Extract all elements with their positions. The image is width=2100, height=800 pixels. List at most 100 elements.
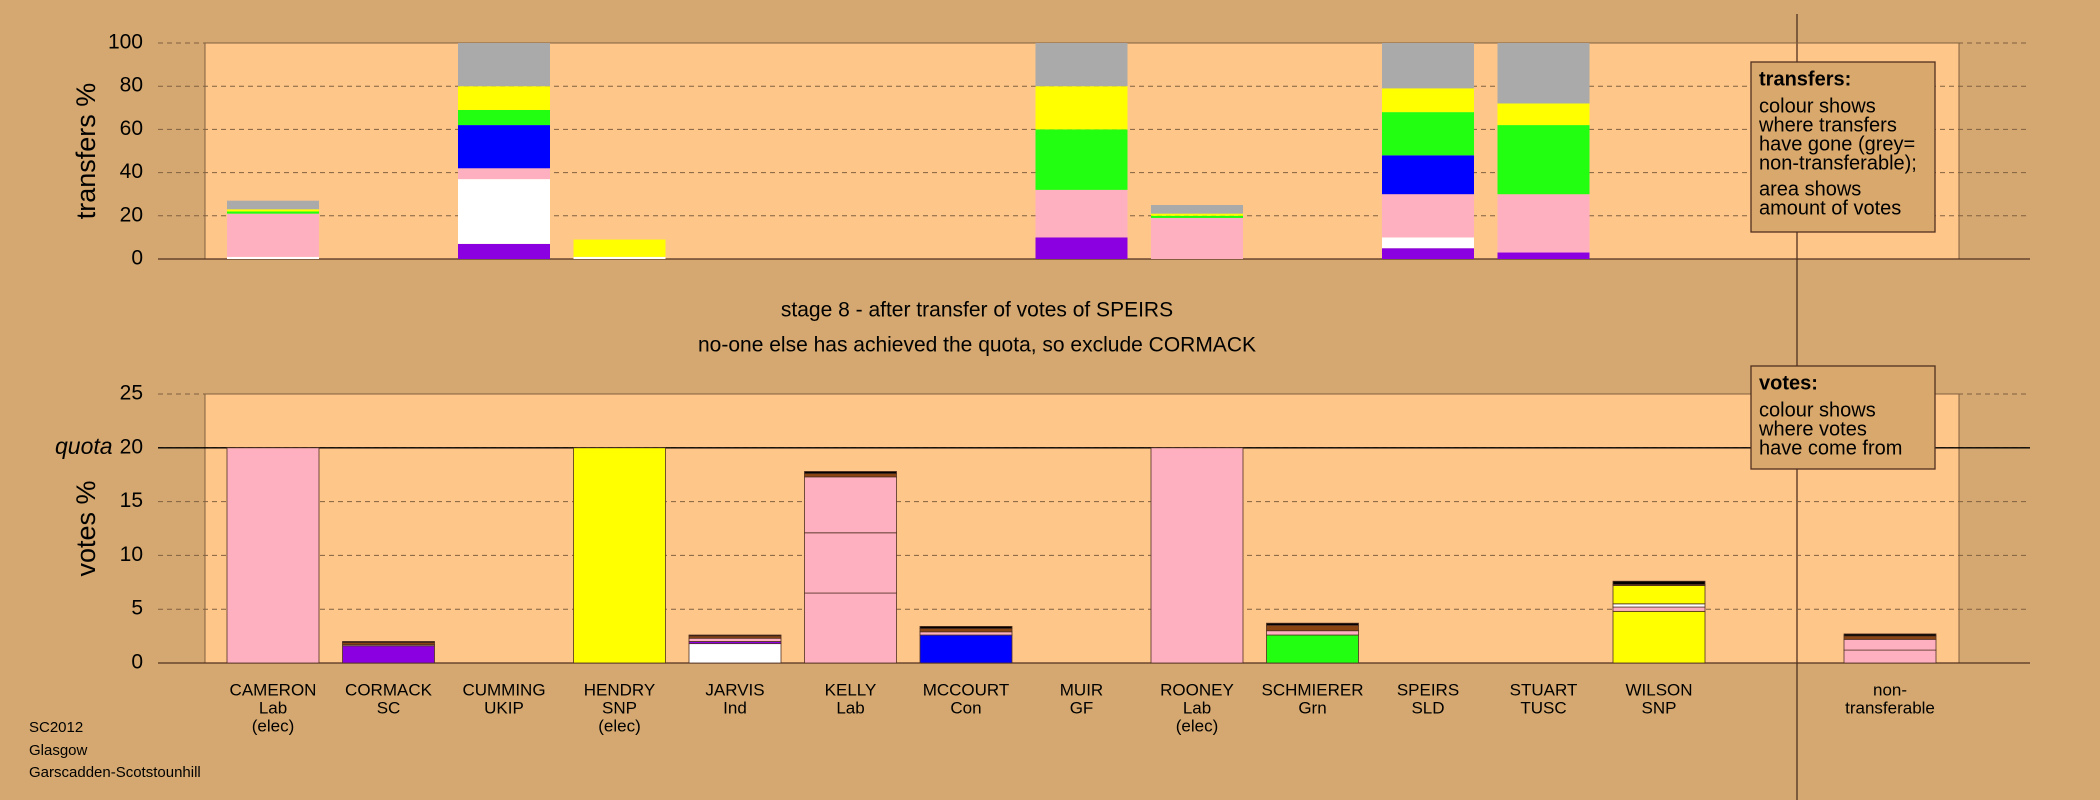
footer-text: SC2012 xyxy=(29,719,83,736)
bar-segment xyxy=(1843,635,1937,640)
bar-segment xyxy=(1035,237,1128,259)
x-tick-label: SNP xyxy=(1642,698,1677,717)
x-tick-label: STUART xyxy=(1510,680,1578,699)
x-tick-label: Grn xyxy=(1298,698,1326,717)
bar-segment xyxy=(1612,603,1706,608)
stage-text: stage 8 - after transfer of votes of SPE… xyxy=(781,299,1173,322)
bar-segment xyxy=(1150,447,1244,664)
x-tick-label: CORMACK xyxy=(345,680,433,699)
bar-segment xyxy=(804,592,897,664)
y-tick-label: 100 xyxy=(108,31,143,54)
x-tick-label: ROONEY xyxy=(1160,680,1234,699)
bar-segment xyxy=(227,209,319,212)
bar-segment xyxy=(573,447,666,664)
bar-segment xyxy=(1382,194,1474,238)
bar-segment xyxy=(458,43,550,87)
bar-segment xyxy=(688,634,782,637)
x-tick-label: CUMMING xyxy=(462,680,545,699)
legend-text: colour shows xyxy=(1759,399,1876,421)
y-tick-label: 20 xyxy=(120,203,143,226)
y-axis-label: votes % xyxy=(71,480,101,576)
bar-segment xyxy=(1266,634,1359,664)
bar-segment xyxy=(1266,622,1359,626)
bar-segment xyxy=(458,109,550,126)
x-tick-label: transferable xyxy=(1845,698,1935,717)
x-tick-label: Ind xyxy=(723,698,747,717)
bar-segment xyxy=(227,213,319,257)
bar-segment xyxy=(1151,213,1243,216)
bar-segment xyxy=(804,473,897,478)
bar-segment xyxy=(1382,155,1474,195)
x-tick-label: MUIR xyxy=(1060,680,1103,699)
x-tick-label: SC xyxy=(377,698,401,717)
x-tick-label: SPEIRS xyxy=(1397,680,1459,699)
bar-segment xyxy=(1035,43,1128,87)
x-tick-label: JARVIS xyxy=(705,680,764,699)
bar-segment xyxy=(1382,112,1474,156)
bar-segment xyxy=(458,243,550,259)
bar-segment xyxy=(1035,189,1128,238)
bar-segment xyxy=(919,634,1013,664)
bar-segment xyxy=(1843,633,1937,637)
x-tick-label: Lab xyxy=(836,698,864,717)
legend-text: where transfers xyxy=(1758,114,1897,136)
bar-segment xyxy=(458,125,550,169)
bar-segment xyxy=(1151,205,1243,214)
x-tick-label: (elec) xyxy=(598,716,641,735)
y-tick-label: 20 xyxy=(120,435,143,458)
bar-segment xyxy=(458,179,550,244)
bar-segment xyxy=(227,200,319,210)
bar-segment xyxy=(1382,43,1474,89)
x-tick-label: KELLY xyxy=(825,680,877,699)
x-tick-label: UKIP xyxy=(484,698,524,717)
legend-text: non-transferable); xyxy=(1759,152,1917,174)
bar-segment xyxy=(1266,630,1359,636)
bar-segment xyxy=(342,645,435,664)
bar-segment xyxy=(227,256,319,259)
bar-segment xyxy=(919,631,1013,636)
footer-text: Garscadden-Scotstounhill xyxy=(29,764,201,781)
bar-segment xyxy=(1612,585,1706,605)
bar-segment xyxy=(1843,649,1937,664)
bar-segment xyxy=(804,476,897,534)
legend-text: amount of votes xyxy=(1759,197,1901,219)
bar-segment xyxy=(1382,88,1474,113)
x-tick-label: Lab xyxy=(259,698,287,717)
bar-segment xyxy=(1497,43,1590,104)
y-tick-label: 10 xyxy=(120,543,143,566)
bar-segment xyxy=(804,532,897,594)
x-tick-label: (elec) xyxy=(252,716,295,735)
bar-segment xyxy=(1151,215,1243,218)
bar-segment xyxy=(1497,125,1590,195)
footer-text: Glasgow xyxy=(29,742,88,759)
y-tick-label: 0 xyxy=(131,247,143,270)
bar-segment xyxy=(1612,610,1706,664)
y-tick-label: 0 xyxy=(131,651,143,674)
x-tick-label: TUSC xyxy=(1520,698,1566,717)
legend-text: have gone (grey= xyxy=(1759,133,1915,155)
y-tick-label: 40 xyxy=(120,160,143,183)
y-tick-label: 15 xyxy=(120,489,143,512)
bar-segment xyxy=(1382,248,1474,259)
x-tick-label: SCHMIERER xyxy=(1261,680,1363,699)
x-tick-label: MCCOURT xyxy=(923,680,1010,699)
bar-segment xyxy=(1612,606,1706,612)
y-tick-label: 25 xyxy=(120,382,143,405)
bar-segment xyxy=(458,168,550,180)
bar-segment xyxy=(1151,217,1243,259)
bar-segment xyxy=(573,256,666,259)
bar-segment xyxy=(226,447,320,664)
y-tick-label: 60 xyxy=(120,117,143,140)
x-tick-label: Lab xyxy=(1183,698,1211,717)
x-tick-label: non- xyxy=(1873,680,1907,699)
x-tick-label: CAMERON xyxy=(230,680,317,699)
legend-text: have come from xyxy=(1759,437,1902,459)
bar-segment xyxy=(688,643,782,664)
legend-box xyxy=(1750,61,1936,233)
bar-segment xyxy=(1266,624,1359,632)
x-tick-label: WILSON xyxy=(1625,680,1692,699)
bar-segment xyxy=(1382,237,1474,249)
legend-title: transfers: xyxy=(1759,68,1851,90)
